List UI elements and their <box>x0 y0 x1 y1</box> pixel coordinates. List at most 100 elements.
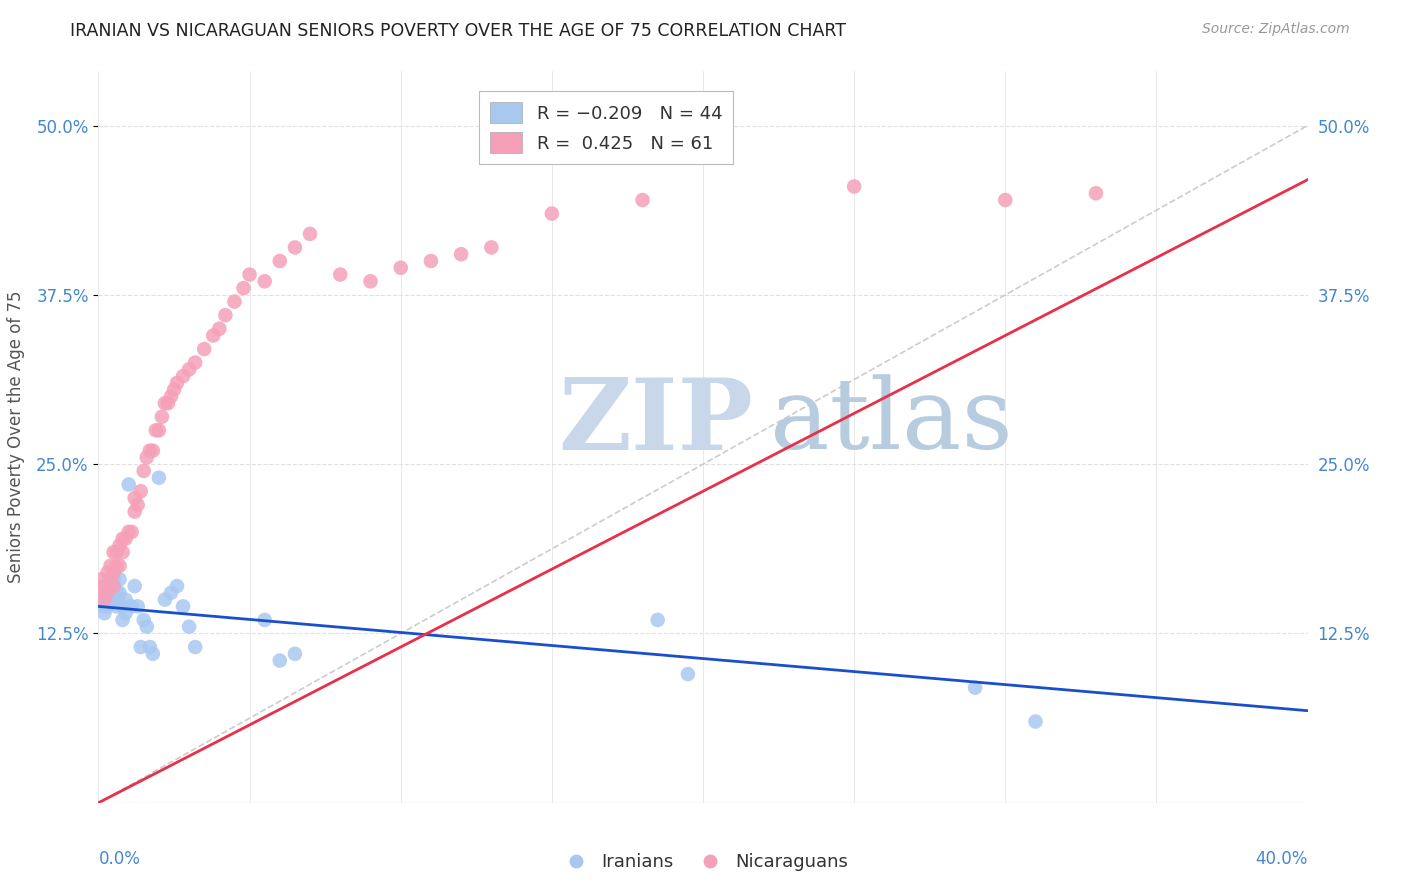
Point <box>132 464 155 478</box>
Legend: R = −0.209   N = 44, R =  0.425   N = 61: R = −0.209 N = 44, R = 0.425 N = 61 <box>479 91 734 164</box>
Text: IRANIAN VS NICARAGUAN SENIORS POVERTY OVER THE AGE OF 75 CORRELATION CHART: IRANIAN VS NICARAGUAN SENIORS POVERTY OV… <box>70 22 846 40</box>
Point <box>103 545 125 559</box>
Point <box>124 491 146 505</box>
Point <box>96 599 118 614</box>
Point <box>103 586 125 600</box>
Point <box>114 592 136 607</box>
Point <box>139 443 162 458</box>
Point <box>253 613 276 627</box>
Legend: Iranians, Nicaraguans: Iranians, Nicaraguans <box>551 847 855 879</box>
Point <box>103 579 125 593</box>
Point <box>172 599 194 614</box>
Point <box>127 599 149 614</box>
Point <box>284 647 307 661</box>
Text: Source: ZipAtlas.com: Source: ZipAtlas.com <box>1202 22 1350 37</box>
Y-axis label: Seniors Poverty Over the Age of 75: Seniors Poverty Over the Age of 75 <box>7 291 25 583</box>
Point <box>108 586 131 600</box>
Text: 0.0%: 0.0% <box>98 850 141 868</box>
Point <box>360 274 382 288</box>
Point <box>142 647 165 661</box>
Point <box>202 328 225 343</box>
Point <box>129 640 152 654</box>
Point <box>105 558 128 573</box>
Point <box>114 606 136 620</box>
Point <box>105 599 128 614</box>
Point <box>124 505 146 519</box>
Point <box>108 558 131 573</box>
Point <box>100 592 122 607</box>
Point <box>1085 186 1108 201</box>
Point <box>214 308 236 322</box>
Text: 40.0%: 40.0% <box>1256 850 1308 868</box>
Point <box>232 281 254 295</box>
Point <box>166 376 188 390</box>
Point <box>96 592 118 607</box>
Text: atlas: atlas <box>769 375 1012 470</box>
Point <box>90 586 112 600</box>
Point <box>100 572 122 586</box>
Point <box>179 362 201 376</box>
Point <box>844 179 866 194</box>
Point <box>132 613 155 627</box>
Point <box>184 640 207 654</box>
Point <box>118 477 141 491</box>
Point <box>105 592 128 607</box>
Point <box>96 586 118 600</box>
Point <box>329 268 352 282</box>
Point <box>299 227 322 241</box>
Point <box>160 389 183 403</box>
Point <box>269 654 291 668</box>
Point <box>111 613 134 627</box>
Point <box>105 545 128 559</box>
Point <box>121 599 143 614</box>
Point <box>208 322 231 336</box>
Point <box>93 599 115 614</box>
Point <box>93 606 115 620</box>
Point <box>111 532 134 546</box>
Point <box>129 484 152 499</box>
Point <box>135 450 157 465</box>
Point <box>284 240 307 254</box>
Point <box>139 640 162 654</box>
Point <box>103 566 125 580</box>
Point <box>184 355 207 369</box>
Point <box>224 294 246 309</box>
Point <box>90 572 112 586</box>
Point <box>193 342 215 356</box>
Point <box>145 423 167 437</box>
Point <box>135 620 157 634</box>
Point <box>153 396 176 410</box>
Point <box>172 369 194 384</box>
Point <box>124 579 146 593</box>
Point <box>93 579 115 593</box>
Point <box>647 613 669 627</box>
Point <box>420 254 443 268</box>
Point <box>93 592 115 607</box>
Point <box>100 572 122 586</box>
Point <box>96 566 118 580</box>
Point <box>111 599 134 614</box>
Text: ZIP: ZIP <box>558 374 752 471</box>
Point <box>163 383 186 397</box>
Point <box>239 268 262 282</box>
Point <box>100 579 122 593</box>
Point <box>156 396 179 410</box>
Point <box>148 423 170 437</box>
Point <box>269 254 291 268</box>
Point <box>121 524 143 539</box>
Point <box>160 586 183 600</box>
Point <box>127 498 149 512</box>
Point <box>965 681 987 695</box>
Point <box>90 592 112 607</box>
Point <box>103 579 125 593</box>
Point <box>103 572 125 586</box>
Point <box>166 579 188 593</box>
Point <box>142 443 165 458</box>
Point <box>114 532 136 546</box>
Point <box>111 545 134 559</box>
Point <box>481 240 503 254</box>
Point <box>179 620 201 634</box>
Point <box>540 206 562 220</box>
Point <box>1024 714 1046 729</box>
Point <box>96 586 118 600</box>
